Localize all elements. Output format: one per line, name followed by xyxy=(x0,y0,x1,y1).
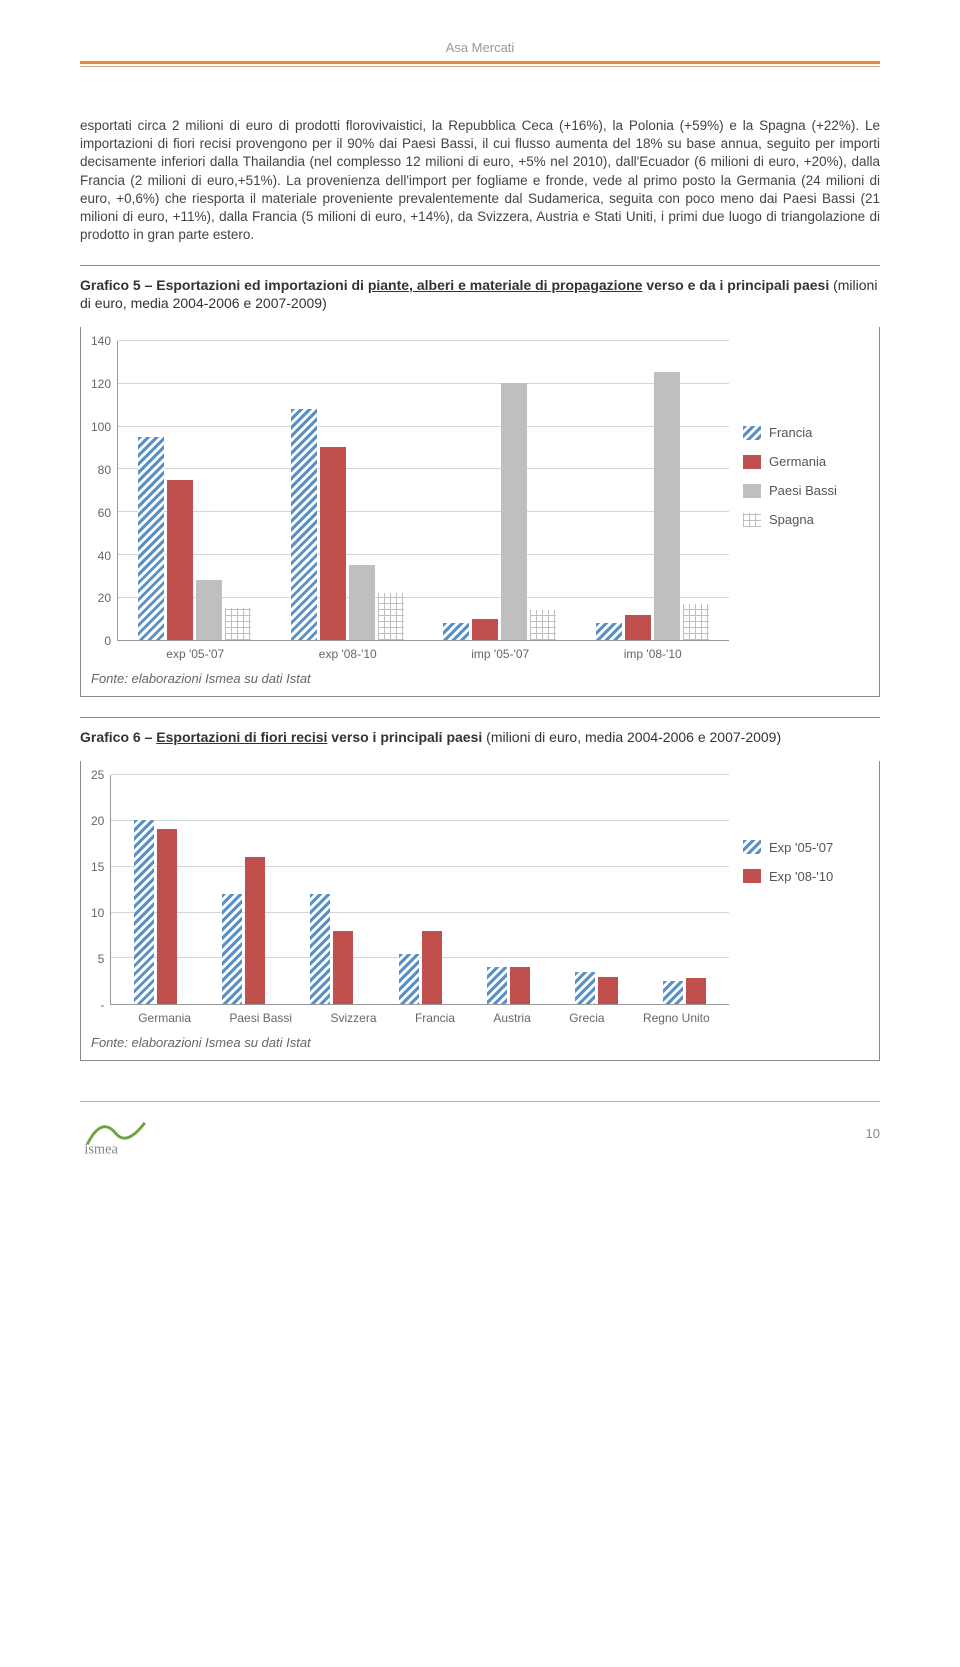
bar-group xyxy=(641,978,729,1004)
bar xyxy=(510,967,530,1004)
legend-label: Germania xyxy=(769,454,826,469)
legend-item: Paesi Bassi xyxy=(743,483,869,498)
legend-swatch xyxy=(743,484,761,498)
legend-item: Spagna xyxy=(743,512,869,527)
legend-swatch xyxy=(743,426,761,440)
bar-group xyxy=(271,409,424,640)
x-label: exp '05-'07 xyxy=(166,647,224,661)
bar xyxy=(683,604,709,640)
plot-area xyxy=(110,775,729,1005)
chart6-source: Fonte: elaborazioni Ismea su dati Istat xyxy=(91,1035,869,1050)
x-label: imp '05-'07 xyxy=(471,647,529,661)
chart5-box: 020406080100120140 Francia Germania Paesi B… xyxy=(80,327,880,697)
svg-text:ismea: ismea xyxy=(84,1142,118,1155)
legend-swatch xyxy=(743,513,761,527)
bar xyxy=(472,619,498,640)
body-paragraph: esportati circa 2 milioni di euro di pro… xyxy=(80,117,880,245)
x-label: Austria xyxy=(493,1011,530,1025)
bar xyxy=(167,480,193,641)
page-number: 10 xyxy=(866,1126,880,1141)
bar-group xyxy=(424,383,577,640)
page-header: Asa Mercati xyxy=(80,40,880,55)
x-label: exp '08-'10 xyxy=(319,647,377,661)
chart5-source: Fonte: elaborazioni Ismea su dati Istat xyxy=(91,671,869,686)
bar xyxy=(245,857,265,1004)
legend: Exp '05-'07 Exp '08-'10 xyxy=(729,775,869,1005)
bar xyxy=(596,623,622,640)
bar xyxy=(487,967,507,1004)
legend-swatch xyxy=(743,840,761,854)
bar xyxy=(663,981,683,1004)
bar xyxy=(196,580,222,640)
bar xyxy=(138,437,164,641)
x-label: Germania xyxy=(138,1011,191,1025)
x-label: Grecia xyxy=(569,1011,604,1025)
bar xyxy=(349,565,375,640)
x-label: imp '08-'10 xyxy=(624,647,682,661)
bar-group xyxy=(118,437,271,641)
chart5-title: Grafico 5 – Esportazioni ed importazioni… xyxy=(80,265,880,314)
bar xyxy=(134,820,154,1004)
bar xyxy=(530,610,556,640)
legend-item: Germania xyxy=(743,454,869,469)
bar xyxy=(225,608,251,640)
bar xyxy=(501,383,527,640)
legend-label: Paesi Bassi xyxy=(769,483,837,498)
bar-groups xyxy=(111,775,729,1004)
x-label: Regno Unito xyxy=(643,1011,710,1025)
bar-group xyxy=(288,894,376,1004)
legend-label: Exp '05-'07 xyxy=(769,840,833,855)
bar-group xyxy=(576,372,729,640)
bar-group xyxy=(200,857,288,1004)
footer: ismea 10 xyxy=(80,1101,880,1155)
bar xyxy=(320,447,346,640)
header-rule-thick xyxy=(80,61,880,64)
bar-group xyxy=(553,972,641,1004)
bar-groups xyxy=(118,341,729,640)
legend: Francia Germania Paesi Bassi Spagna xyxy=(729,341,869,641)
legend-item: Exp '05-'07 xyxy=(743,840,869,855)
bar xyxy=(157,829,177,1004)
bar xyxy=(654,372,680,640)
bar xyxy=(575,972,595,1004)
legend-swatch xyxy=(743,869,761,883)
bar-group xyxy=(376,931,464,1005)
bar xyxy=(443,623,469,640)
y-axis: -510152025 xyxy=(91,775,110,1005)
chart5: 020406080100120140 Francia Germania Paesi B… xyxy=(91,341,869,661)
chart6-title: Grafico 6 – Esportazioni di fiori recisi… xyxy=(80,717,880,747)
bar xyxy=(291,409,317,640)
bar-group xyxy=(111,820,199,1004)
bar xyxy=(422,931,442,1005)
bar xyxy=(598,977,618,1005)
y-axis: 020406080100120140 xyxy=(91,341,117,641)
chart6-box: -510152025 Exp '05-'07 Exp '08-'10 Germania… xyxy=(80,761,880,1061)
bar xyxy=(625,615,651,641)
chart6: -510152025 Exp '05-'07 Exp '08-'10 Germania… xyxy=(91,775,869,1025)
bar-group xyxy=(464,967,552,1004)
legend-label: Exp '08-'10 xyxy=(769,869,833,884)
bar xyxy=(399,954,419,1005)
bar xyxy=(333,931,353,1005)
legend-label: Spagna xyxy=(769,512,814,527)
bar xyxy=(686,978,706,1004)
bar xyxy=(378,593,404,640)
bar xyxy=(310,894,330,1004)
legend-swatch xyxy=(743,455,761,469)
legend-item: Exp '08-'10 xyxy=(743,869,869,884)
plot-area xyxy=(117,341,729,641)
legend-label: Francia xyxy=(769,425,812,440)
x-axis-labels: exp '05-'07 exp '08-'10 imp '05-'07 imp '08… xyxy=(119,647,729,661)
ismea-logo: ismea xyxy=(80,1112,152,1155)
x-label: Svizzera xyxy=(330,1011,376,1025)
x-axis-labels: Germania Paesi Bassi Svizzera Francia Austri… xyxy=(119,1011,729,1025)
legend-item: Francia xyxy=(743,425,869,440)
x-label: Francia xyxy=(415,1011,455,1025)
x-label: Paesi Bassi xyxy=(229,1011,292,1025)
header-rule-thin xyxy=(80,66,880,67)
bar xyxy=(222,894,242,1004)
